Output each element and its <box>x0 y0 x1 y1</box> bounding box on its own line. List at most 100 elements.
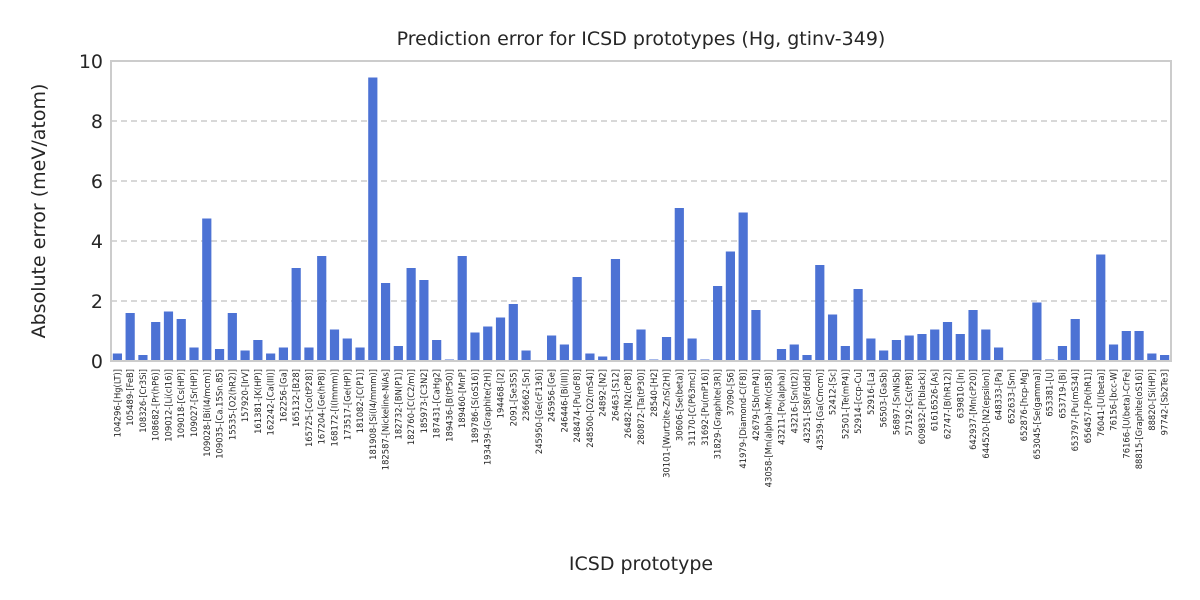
bar <box>942 322 953 361</box>
x-tick-label: 248500-[O2(mS4)] <box>585 369 595 448</box>
x-tick-label: 105489-[FeB] <box>125 369 135 426</box>
x-tick-label: 157920-[IrV] <box>240 369 250 422</box>
bar <box>342 338 352 361</box>
x-tick-label: 109035-[Ca.15Sn.85] <box>215 369 225 459</box>
bar <box>585 353 595 361</box>
bar <box>1096 254 1106 361</box>
bar <box>151 322 161 361</box>
bar <box>610 259 621 361</box>
x-tick-label: 653381-[U] <box>1045 369 1055 417</box>
bar <box>827 314 838 361</box>
bar <box>202 218 212 361</box>
x-tick-label: 109018-[Cs(HP)] <box>176 369 186 439</box>
gridlines <box>111 120 1171 302</box>
x-tick-label: 43539-[Ga(Cmcm)] <box>815 369 825 450</box>
x-tick-label: 43058-[Mn(alpha)-Mn(cI58)] <box>764 369 774 487</box>
bar <box>355 347 365 361</box>
bar <box>623 343 633 361</box>
bar <box>227 313 237 361</box>
bar <box>547 335 557 361</box>
x-tick-label: 104296-[Hg(LT)] <box>112 369 122 437</box>
bar <box>470 332 480 361</box>
x-tick-label: 109028-[Bi(I4/mcm)] <box>202 369 212 457</box>
y-tick-label: 2 <box>91 291 103 313</box>
bar <box>1134 331 1144 361</box>
x-tick-label: 280872-[Ta(tP30)] <box>636 369 646 445</box>
bar <box>930 329 940 361</box>
bar <box>968 310 978 361</box>
x-tick-label: 194468-[I2] <box>496 369 506 418</box>
bar <box>776 349 787 361</box>
x-tick-label: 52914-[ccp-Cu] <box>853 369 863 434</box>
bar <box>176 319 186 361</box>
x-tick-label: 24892-[N2] <box>598 369 608 417</box>
x-tick-label: 248474-[Pu(oF8)] <box>572 369 582 443</box>
x-tick-label: 642937-[Mn(cP20)] <box>968 369 978 450</box>
x-tick-label: 189786-[S(oS16)] <box>470 369 480 443</box>
x-tick-label: 609832-[P(black)] <box>917 369 927 444</box>
x-tick-label: 2091-[Se3S5] <box>508 369 518 426</box>
x-axis-label: ICSD prototype <box>569 553 713 575</box>
x-tick-label: 236662-[Sn] <box>521 369 531 421</box>
x-tick-label: 182760-[C(C2/m)] <box>406 369 416 445</box>
x-tick-label: 162256-[Ga] <box>278 369 288 422</box>
bar <box>981 329 991 361</box>
x-tick-label: 43251-[S8(Fddd)] <box>802 369 812 443</box>
x-tick-label: 656457-[Po(hR1)] <box>1083 369 1093 443</box>
bar <box>1108 344 1119 361</box>
bar <box>559 344 569 361</box>
bar <box>1147 353 1157 361</box>
bar <box>508 304 518 361</box>
bar <box>879 350 889 361</box>
x-tick-label: 181908-[Si(I4/mmm)] <box>368 369 378 460</box>
bar <box>802 355 812 361</box>
y-tick-label: 8 <box>91 111 103 133</box>
x-tick-label: 165132-[B28] <box>291 369 301 427</box>
chart-title: Prediction error for ICSD prototypes (Hg… <box>397 28 886 50</box>
y-tick-labels: 0 2 4 6 8 10 <box>79 51 103 373</box>
x-tick-label: 30606-[Se(beta)] <box>674 369 684 441</box>
x-tick-label: 88820-[Si(HP)] <box>1147 369 1157 431</box>
bar <box>253 340 263 361</box>
x-tick-label: 52501-[Te(mP4)] <box>840 369 850 439</box>
bar <box>368 77 378 361</box>
bar <box>866 338 876 361</box>
x-tick-label: 62747-[B(hR12)] <box>943 369 953 439</box>
bar <box>317 256 327 361</box>
x-tick-label: 76166-[U(beta)-CrFe] <box>1121 369 1131 459</box>
bar <box>572 277 582 361</box>
bar <box>993 347 1004 361</box>
x-tick-label: 189460-[MnP] <box>457 369 467 428</box>
bar <box>840 346 850 361</box>
y-tick-label: 4 <box>91 231 103 253</box>
x-tick-label: 173517-[Ge(HP)] <box>342 369 352 440</box>
bar <box>432 340 442 361</box>
x-tick-label: 31692-[Pu(mP16)] <box>700 369 710 446</box>
y-tick-label: 0 <box>91 351 103 373</box>
bar <box>713 286 723 361</box>
x-tick-label: 181082-[C(P1)] <box>355 369 365 433</box>
bar <box>1070 319 1080 361</box>
bar <box>1032 302 1042 361</box>
x-tick-label: 56503-[GaSb] <box>879 369 889 427</box>
x-tick-label: 109012-[Li(cI16)] <box>163 369 173 442</box>
x-tick-label: 31829-[Graphite(3R)] <box>713 369 723 459</box>
x-tick-label: 193439-[Graphite(2H)] <box>483 369 493 465</box>
x-tick-label: 162242-[Ca(III)] <box>266 369 276 435</box>
bar <box>955 334 965 361</box>
bar <box>291 268 301 361</box>
bar <box>598 356 608 361</box>
x-tick-label: 30101-[Wurtzite-ZnS(2H)] <box>662 369 672 478</box>
x-tick-label: 653045-[Se(gamma)] <box>1032 369 1042 459</box>
bar <box>406 268 416 361</box>
x-tick-label: 165725-[Co(tP28)] <box>304 369 314 447</box>
bar <box>266 353 276 361</box>
x-tick-label: 97742-[Sb2Te3] <box>1160 369 1170 435</box>
bar <box>1121 331 1131 361</box>
x-tick-label: 653797-[Pu(mS34)] <box>1070 369 1080 451</box>
x-tick-label: 76156-[bcc-W] <box>1109 369 1119 431</box>
bar <box>483 326 493 361</box>
x-tick-label: 653719-[Bi] <box>1057 369 1067 419</box>
x-tick-label: 108682-[Pr(hP6)] <box>151 369 161 441</box>
